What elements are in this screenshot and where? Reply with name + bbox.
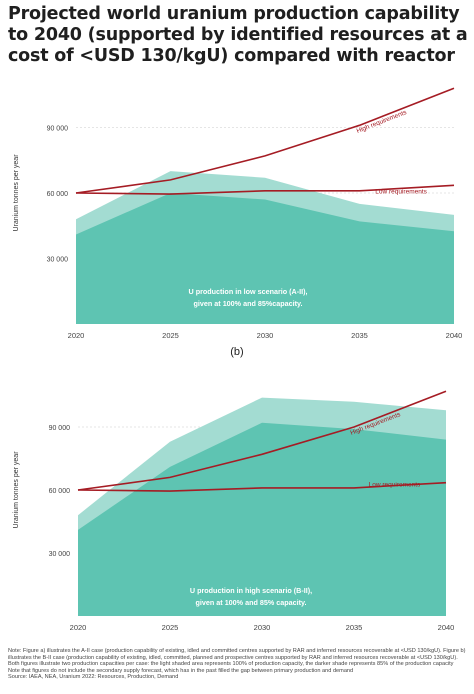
chart-a-area-85pct xyxy=(76,193,454,324)
chart-b: High requirements Low requirements U produ… xyxy=(0,360,474,638)
chart-a-annotation-line-2: given at 100% and 85%capacity. xyxy=(194,299,303,308)
chart-a-label-high-requirements: High requirements xyxy=(356,109,409,135)
chart-b-xtick-3: 2035 xyxy=(346,623,363,632)
footnote-source: Source: IAEA, NEA, Uranium 2022: Resourc… xyxy=(8,674,179,681)
chart-b-line-low xyxy=(77,481,447,492)
chart-b-ylabel: Uranium tonnes per year xyxy=(13,451,20,529)
chart-b-ytick-1: 60 000 xyxy=(49,488,71,495)
chart-a-xtick-2: 2030 xyxy=(257,331,274,340)
chart-b-ytick-2: 90 000 xyxy=(49,425,71,432)
footnote-1: Note: Figure a) illustrates the A-II cas… xyxy=(8,648,466,668)
footnotes: Note: Figure a) illustrates the A-II cas… xyxy=(8,648,468,681)
chart-a-xtick-4: 2040 xyxy=(446,331,463,340)
chart-b-annotation-line-1: U production in high scenario (B-II), xyxy=(190,586,312,595)
chart-b-xtick-0: 2020 xyxy=(70,623,87,632)
chart-a-ylabel: Uranium tonnes per year xyxy=(13,154,20,232)
chart-b-line-high xyxy=(77,390,447,491)
chart-a-xtick-0: 2020 xyxy=(68,331,85,340)
chart-a-ytick-1: 60 000 xyxy=(47,191,69,198)
chart-a: High requirements Low requirements U produ… xyxy=(0,68,474,348)
chart-a-svg: High requirements Low requirements U produ… xyxy=(13,87,463,340)
chart-b-xtick-1: 2025 xyxy=(162,623,179,632)
panel-b-label: (b) xyxy=(230,346,244,358)
chart-a-ytick-0: 30 000 xyxy=(47,257,69,264)
chart-a-xtick-3: 2035 xyxy=(351,331,368,340)
chart-b-label-low-requirements: Low requirements xyxy=(369,482,421,489)
chart-a-label-low-requirements: Low requirements xyxy=(375,188,427,195)
chart-b-ytick-0: 30 000 xyxy=(49,551,71,558)
chart-a-line-high xyxy=(75,87,455,194)
chart-a-ytick-2: 90 000 xyxy=(47,126,69,133)
chart-a-line-low xyxy=(75,184,455,195)
chart-b-xtick-4: 2040 xyxy=(438,623,455,632)
footnote-2: Note that figures do not include the sec… xyxy=(8,667,354,674)
chart-b-xtick-2: 2030 xyxy=(254,623,271,632)
chart-b-area-85pct xyxy=(78,422,446,616)
chart-a-xtick-1: 2025 xyxy=(162,331,179,340)
chart-a-annotation-line-1: U production in low scenario (A-II), xyxy=(189,287,308,296)
chart-b-annotation-line-2: given at 100% and 85% capacity. xyxy=(196,598,307,607)
chart-title: Projected world uranium production capab… xyxy=(8,4,468,66)
